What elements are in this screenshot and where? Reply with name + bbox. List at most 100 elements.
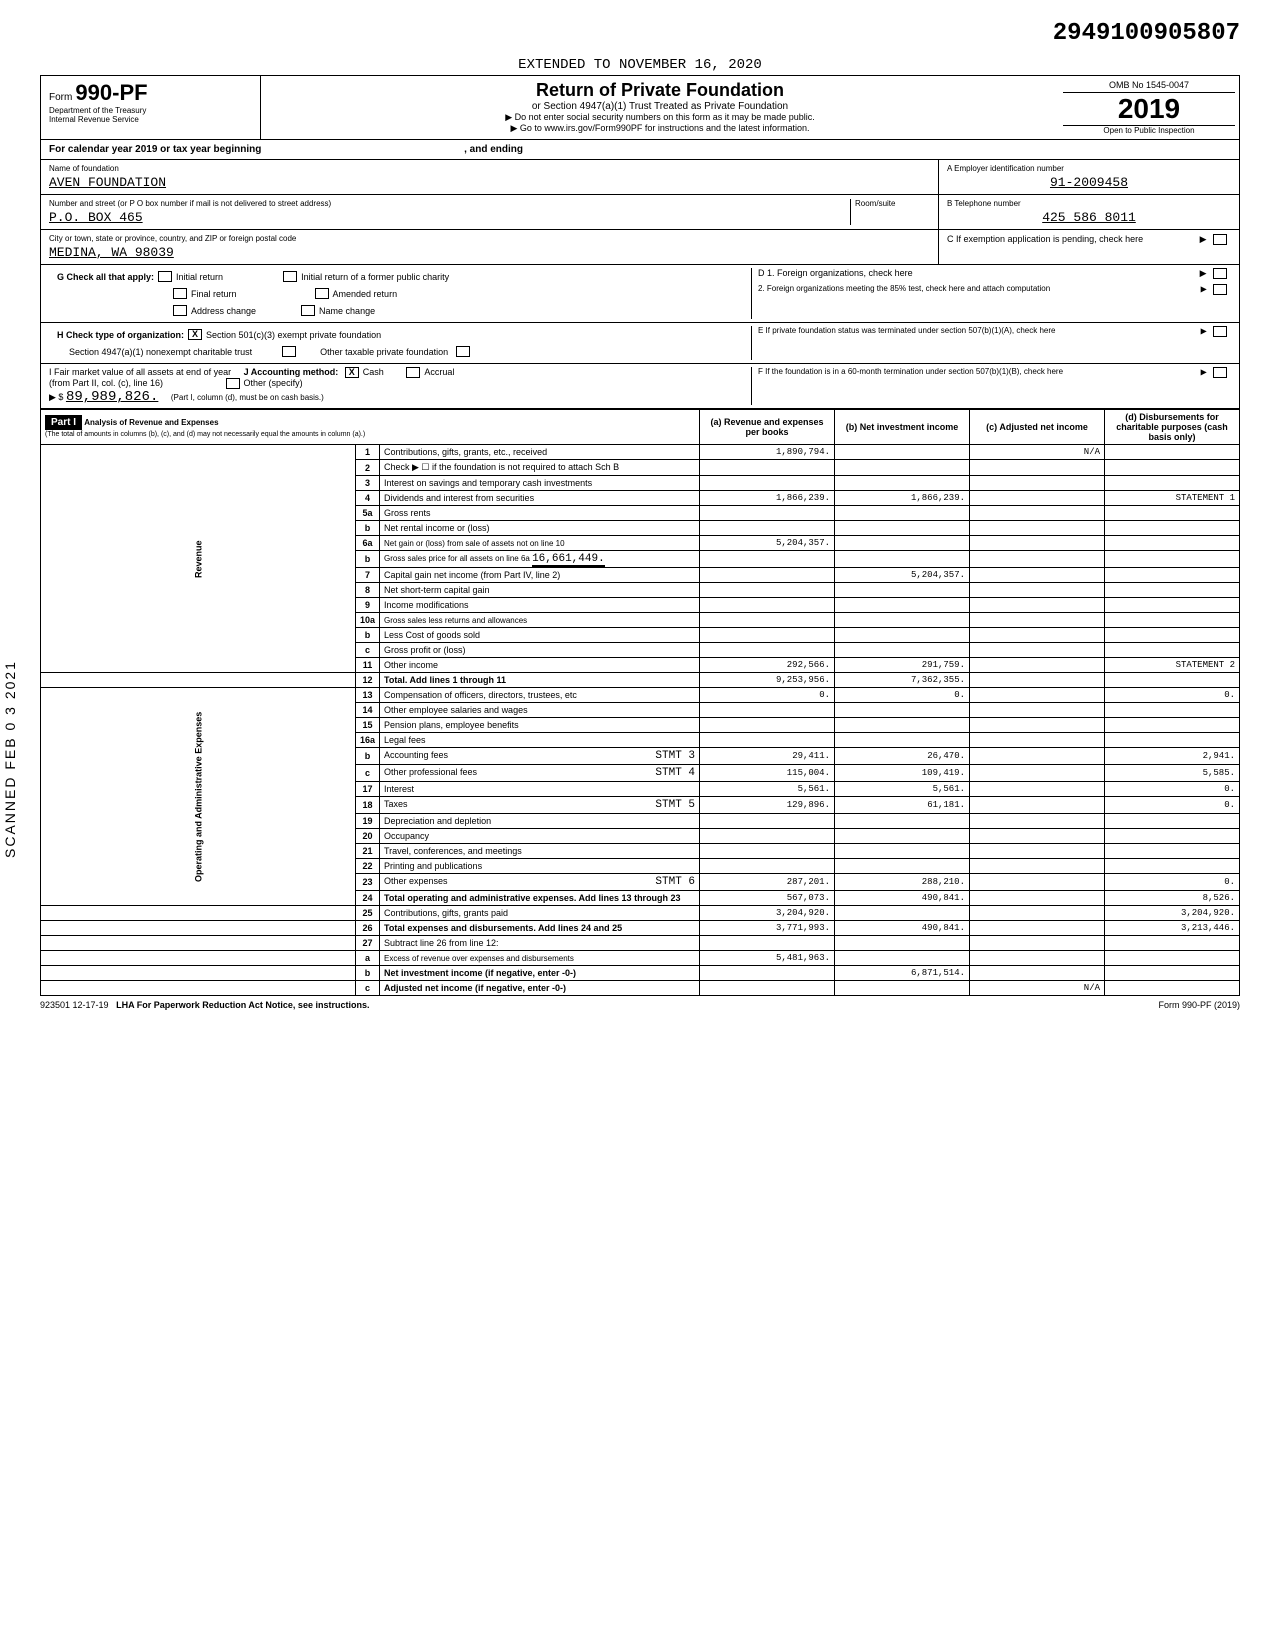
row7-b: 5,204,357. — [835, 568, 970, 583]
section-i-j-row: I Fair market value of all assets at end… — [40, 364, 1240, 409]
i-sub: (from Part II, col. (c), line 16) — [49, 378, 163, 388]
ein-label: A Employer identification number — [947, 164, 1231, 173]
row1-desc: Contributions, gifts, grants, etc., rece… — [380, 445, 700, 460]
row11-a: 292,566. — [700, 658, 835, 673]
j-label: J Accounting method: — [244, 367, 339, 377]
initial-return: Initial return — [176, 272, 223, 282]
row-13: Operating and Administrative Expenses 13… — [41, 688, 1240, 703]
row8-desc: Net short-term capital gain — [380, 583, 700, 598]
row9-desc: Income modifications — [380, 598, 700, 613]
row-27c: cAdjusted net income (if negative, enter… — [41, 981, 1240, 996]
h-other-cb[interactable] — [456, 346, 470, 357]
row26-d: 3,213,446. — [1105, 921, 1240, 936]
d2-cb[interactable] — [1213, 284, 1227, 295]
row10a-desc: Gross sales less returns and allowances — [380, 613, 700, 628]
col-d-header: (d) Disbursements for charitable purpose… — [1105, 410, 1240, 445]
part1-table: Part I Analysis of Revenue and Expenses … — [40, 409, 1240, 996]
h-label: H Check type of organization: — [57, 330, 184, 340]
j-accrual-cb[interactable] — [406, 367, 420, 378]
irs: Internal Revenue Service — [49, 115, 252, 124]
f-cb[interactable] — [1213, 367, 1227, 378]
row15-desc: Pension plans, employee benefits — [380, 718, 700, 733]
footer-center: LHA For Paperwork Reduction Act Notice, … — [116, 1000, 369, 1010]
j-note: (Part I, column (d), must be on cash bas… — [171, 393, 324, 402]
row6b-val: 16,661,449. — [532, 553, 605, 567]
row-1: Revenue 1Contributions, gifts, grants, e… — [41, 445, 1240, 460]
name-label: Name of foundation — [49, 164, 930, 173]
final-return-cb[interactable] — [173, 288, 187, 299]
row18-b: 61,181. — [835, 797, 970, 814]
form-note2: ▶ Go to www.irs.gov/Form990PF for instru… — [265, 123, 1055, 134]
address-change-cb[interactable] — [173, 305, 187, 316]
row16a-desc: Legal fees — [380, 733, 700, 748]
scanned-stamp: SCANNED FEB 0 3 2021 — [2, 660, 18, 858]
row25-d: 3,204,920. — [1105, 906, 1240, 921]
row4-desc: Dividends and interest from securities — [380, 491, 700, 506]
row1-c: N/A — [970, 445, 1105, 460]
row6b-desc: Gross sales price for all assets on line… — [384, 554, 530, 563]
row16c-desc: Other professional fees — [384, 767, 477, 777]
row24-b: 490,841. — [835, 891, 970, 906]
j-other-cb[interactable] — [226, 378, 240, 389]
row-26: 26Total expenses and disbursements. Add … — [41, 921, 1240, 936]
document-id: 2949100905807 — [40, 20, 1240, 47]
row5a-desc: Gross rents — [380, 506, 700, 521]
part1-subtitle: (The total of amounts in columns (b), (c… — [45, 431, 365, 438]
footer-right: Form 990-PF (2019) — [1158, 1000, 1240, 1010]
h-4947-cb[interactable] — [282, 346, 296, 357]
row27a-desc: Excess of revenue over expenses and disb… — [380, 951, 700, 966]
row10c-desc: Gross profit or (loss) — [380, 643, 700, 658]
phone: 425 586 8011 — [947, 210, 1231, 225]
row21-desc: Travel, conferences, and meetings — [380, 844, 700, 859]
former-cb[interactable] — [283, 271, 297, 282]
row16c-d: 5,585. — [1105, 765, 1240, 782]
form-header-right: OMB No 1545-0047 2019 Open to Public Ins… — [1059, 76, 1239, 139]
row4-b: 1,866,239. — [835, 491, 970, 506]
row17-d: 0. — [1105, 782, 1240, 797]
foundation-name: AVEN FOUNDATION — [49, 175, 930, 190]
form-title: Return of Private Foundation — [265, 80, 1055, 101]
row27c-c: N/A — [970, 981, 1105, 996]
inspection: Open to Public Inspection — [1063, 125, 1235, 135]
row18-stmt: STMT 5 — [655, 799, 695, 811]
d2-label: 2. Foreign organizations meeting the 85%… — [758, 284, 1050, 293]
row12-a: 9,253,956. — [700, 673, 835, 688]
amended-cb[interactable] — [315, 288, 329, 299]
name-change-cb[interactable] — [301, 305, 315, 316]
amended: Amended return — [333, 289, 398, 299]
j-cash: Cash — [363, 367, 384, 377]
row6a-desc: Net gain or (loss) from sale of assets n… — [380, 536, 700, 551]
e-cb[interactable] — [1213, 326, 1227, 337]
fmv-value: 89,989,826. — [66, 389, 158, 405]
row27c-desc: Adjusted net income (if negative, enter … — [384, 983, 566, 993]
row4-a: 1,866,239. — [700, 491, 835, 506]
row-27b: bNet investment income (if negative, ent… — [41, 966, 1240, 981]
i-label: I Fair market value of all assets at end… — [49, 367, 231, 377]
calendar-year-row: For calendar year 2019 or tax year begin… — [40, 140, 1240, 160]
row20-desc: Occupancy — [380, 829, 700, 844]
row22-desc: Printing and publications — [380, 859, 700, 874]
form-header-left: Form 990-PF Department of the Treasury I… — [41, 76, 261, 139]
j-cash-cb[interactable]: X — [345, 367, 359, 378]
g-label: G Check all that apply: — [57, 272, 154, 282]
f-label: F If the foundation is in a 60-month ter… — [758, 367, 1063, 376]
extended-to: EXTENDED TO NOVEMBER 16, 2020 — [40, 57, 1240, 73]
row2-desc: Check ▶ ☐ if the foundation is not requi… — [380, 460, 700, 476]
row7-desc: Capital gain net income (from Part IV, l… — [380, 568, 700, 583]
part1-title: Analysis of Revenue and Expenses — [84, 418, 218, 427]
row18-a: 129,896. — [700, 797, 835, 814]
row17-a: 5,561. — [700, 782, 835, 797]
address-label: Number and street (or P O box number if … — [49, 199, 850, 208]
initial-return-cb[interactable] — [158, 271, 172, 282]
h-4947: Section 4947(a)(1) nonexempt charitable … — [69, 347, 252, 357]
h-501c3: Section 501(c)(3) exempt private foundat… — [206, 330, 381, 340]
row4-d: STATEMENT 1 — [1105, 491, 1240, 506]
h-501c3-cb[interactable]: X — [188, 329, 202, 340]
row16b-d: 2,941. — [1105, 748, 1240, 765]
foundation-address: P.O. BOX 465 — [49, 210, 850, 225]
exempt-checkbox[interactable] — [1213, 234, 1227, 245]
row11-desc: Other income — [380, 658, 700, 673]
row-27: 27Subtract line 26 from line 12: — [41, 936, 1240, 951]
exempt-label: C If exemption application is pending, c… — [947, 234, 1143, 244]
d1-cb[interactable] — [1213, 268, 1227, 279]
